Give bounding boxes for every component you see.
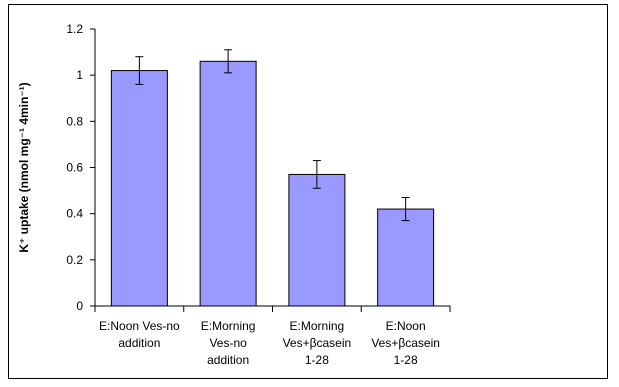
x-tick-label: E:Morning Ves-no addition <box>201 319 256 367</box>
y-axis-label: K⁺ uptake (nmol mg⁻¹ 4min⁻¹) <box>17 82 31 252</box>
y-tick-label: 0.2 <box>66 253 83 267</box>
y-tick-label: 1 <box>76 68 83 82</box>
error-bars <box>135 49 410 222</box>
x-tick-label-line: addition <box>118 336 160 350</box>
y-tick-label: 0.8 <box>66 114 83 128</box>
x-tick-label: E:Morning Ves+βcasein 1-28 <box>283 319 352 367</box>
x-tick-label-line: Ves+βcasein <box>371 336 440 350</box>
x-tick-label-line: 1-28 <box>305 353 329 367</box>
x-tick-labels: E:Noon Ves-no addition E:Morning Ves-no addi… <box>99 319 440 367</box>
bar <box>110 70 168 307</box>
y-tick-label: 0 <box>76 299 83 313</box>
x-tick-label-line: Ves-no <box>209 336 247 350</box>
x-tick-label-line: E:Noon Ves-no <box>99 319 180 333</box>
y-tick-label: 0.4 <box>66 207 83 221</box>
y-tick-label: 0.6 <box>66 161 83 175</box>
y-tick-labels: 0 0.2 0.4 0.6 0.8 1 1.2 <box>66 22 83 313</box>
bar <box>377 208 435 307</box>
bar <box>199 60 257 307</box>
x-tick-label-line: E:Noon <box>386 319 426 333</box>
x-tick-label: E:Noon Ves+βcasein 1-28 <box>371 319 440 367</box>
x-tick-label-line: addition <box>207 353 249 367</box>
x-tick-label-line: E:Morning <box>201 319 256 333</box>
bar <box>288 173 346 307</box>
x-tick-label-line: 1-28 <box>394 353 418 367</box>
bars <box>110 60 435 307</box>
x-tick-label-line: Ves+βcasein <box>283 336 352 350</box>
y-tick-label: 1.2 <box>66 22 83 36</box>
x-tick-label-line: E:Morning <box>290 319 345 333</box>
y-axis-label-group: K⁺ uptake (nmol mg⁻¹ 4min⁻¹) <box>17 82 31 252</box>
x-tick-label: E:Noon Ves-no addition <box>99 319 180 350</box>
